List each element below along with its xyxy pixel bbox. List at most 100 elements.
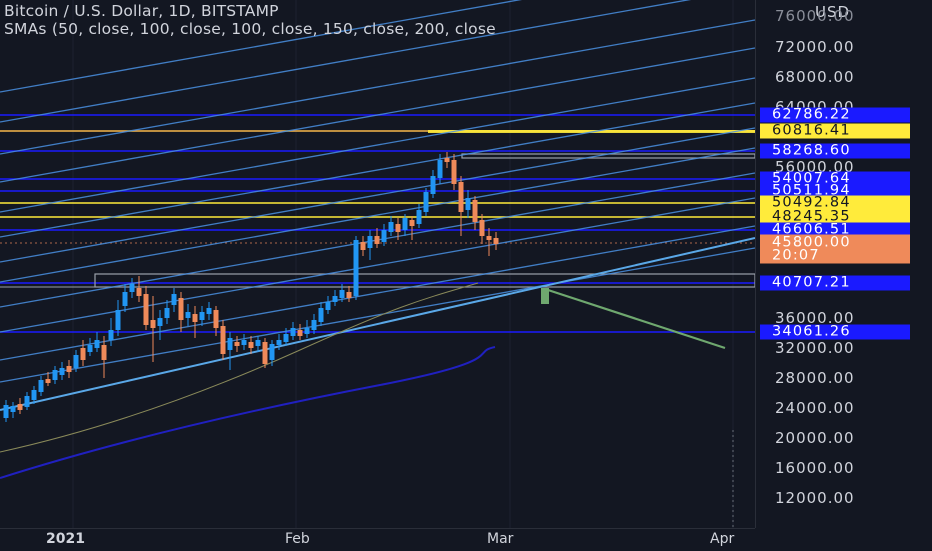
candle-body: [409, 220, 415, 226]
candle-body: [94, 340, 100, 348]
channel-line: [0, 247, 755, 383]
candle-body: [80, 348, 86, 360]
candle-body: [374, 236, 380, 244]
candle-body: [437, 160, 443, 178]
channel-line: [0, 102, 755, 238]
candle-body: [444, 158, 450, 162]
candle-body: [143, 294, 149, 325]
time-axis[interactable]: [0, 528, 755, 551]
main-trendline: [0, 237, 755, 411]
candle-body: [402, 218, 408, 230]
chart-area[interactable]: Bitcoin / U.S. Dollar, 1D, BITSTAMP SMAs…: [0, 0, 755, 528]
candle-body: [157, 318, 163, 326]
candle-body: [360, 242, 366, 250]
candle-body: [311, 320, 317, 330]
candle-body: [269, 344, 275, 360]
price-level-tag[interactable]: 60816.41: [760, 123, 910, 139]
candle-body: [325, 302, 331, 310]
candle-body: [283, 334, 289, 342]
candle-body: [17, 404, 23, 410]
sma-200-line: [0, 346, 496, 479]
channel-line: [0, 197, 755, 333]
price-level-tag[interactable]: 54007.64: [760, 171, 910, 187]
price-tick: 16000.00: [775, 458, 855, 477]
candle-body: [234, 342, 240, 346]
currency-label[interactable]: USD: [815, 3, 851, 21]
candle-body: [416, 210, 422, 224]
candle-body: [24, 396, 30, 407]
candle-body: [451, 160, 457, 184]
price-level-tag[interactable]: 62786.22: [760, 107, 910, 123]
price-level-tag[interactable]: 50511.94: [760, 183, 910, 199]
candle-body: [101, 345, 107, 360]
candle-body: [276, 340, 282, 345]
candle-body: [458, 182, 464, 212]
candle-body: [150, 320, 156, 328]
candle-body: [38, 380, 44, 392]
candle-body: [3, 405, 9, 418]
price-tick: 12000.00: [775, 489, 855, 507]
candle-body: [45, 379, 51, 383]
candle-body: [164, 308, 170, 318]
candle-body: [255, 340, 261, 346]
candle-body: [388, 222, 394, 232]
projection-marker: [541, 288, 549, 304]
price-axis[interactable]: [755, 0, 932, 528]
candle-body: [262, 342, 268, 364]
candle-body: [339, 290, 345, 298]
price-tick: 36000.00: [775, 308, 855, 327]
candle-body: [87, 345, 93, 352]
time-label-mar: Mar: [487, 531, 514, 547]
candle-body: [493, 238, 499, 244]
candle-body: [353, 240, 359, 296]
candle-body: [318, 308, 324, 322]
price-tick-clipped: 76000.00: [775, 7, 855, 25]
candle-body: [178, 298, 184, 320]
bar-countdown: 20:07: [760, 248, 910, 264]
candle-body: [185, 312, 191, 318]
candle-body: [297, 330, 303, 336]
price-chart-canvas[interactable]: [0, 0, 755, 528]
candle-body: [367, 236, 373, 248]
channel-line: [0, 127, 755, 263]
candle-body: [486, 236, 492, 240]
candle-body: [115, 310, 121, 330]
price-tick: 68000.00: [775, 68, 855, 87]
candle-body: [66, 366, 72, 372]
price-tick: 28000.00: [775, 368, 855, 387]
candle-body: [73, 355, 79, 368]
candle-body: [241, 340, 247, 345]
candle-body: [227, 338, 233, 350]
candle-body: [206, 308, 212, 314]
candle-body: [108, 330, 114, 340]
price-tick: 32000.00: [775, 338, 855, 357]
candle-body: [248, 342, 254, 348]
price-tick: 72000.00: [775, 38, 855, 56]
price-level-tag[interactable]: 46606.51: [760, 222, 910, 238]
candle-body: [346, 292, 352, 298]
candle-body: [10, 406, 16, 412]
candle-body: [290, 328, 296, 336]
candle-body: [122, 292, 128, 306]
price-level-tag[interactable]: 45800.00: [760, 234, 910, 252]
channel-line: [0, 77, 755, 213]
price-level-tag[interactable]: 48245.35: [760, 209, 910, 225]
symbol-title[interactable]: Bitcoin / U.S. Dollar, 1D, BITSTAMP: [4, 2, 279, 20]
price-level-tag[interactable]: 34061.26: [760, 324, 910, 340]
price-level-tag[interactable]: 58268.60: [760, 143, 910, 159]
time-label-apr: Apr: [710, 531, 735, 547]
channel-line: [0, 47, 755, 183]
candle-body: [59, 368, 65, 375]
channel-line: [0, 0, 692, 123]
candle-body: [381, 230, 387, 242]
projection-arrow-line: [543, 288, 726, 350]
price-tick: 24000.00: [775, 398, 855, 417]
channel-line: [0, 147, 755, 283]
candle-body: [129, 284, 135, 292]
candle-body: [220, 326, 226, 354]
candle-body: [479, 220, 485, 236]
indicator-legend[interactable]: SMAs (50, close, 100, close, 100, close,…: [4, 20, 496, 38]
candle-body: [31, 390, 37, 400]
price-level-tag[interactable]: 50492.84: [760, 195, 910, 211]
price-level-tag[interactable]: 40707.21: [760, 275, 910, 291]
